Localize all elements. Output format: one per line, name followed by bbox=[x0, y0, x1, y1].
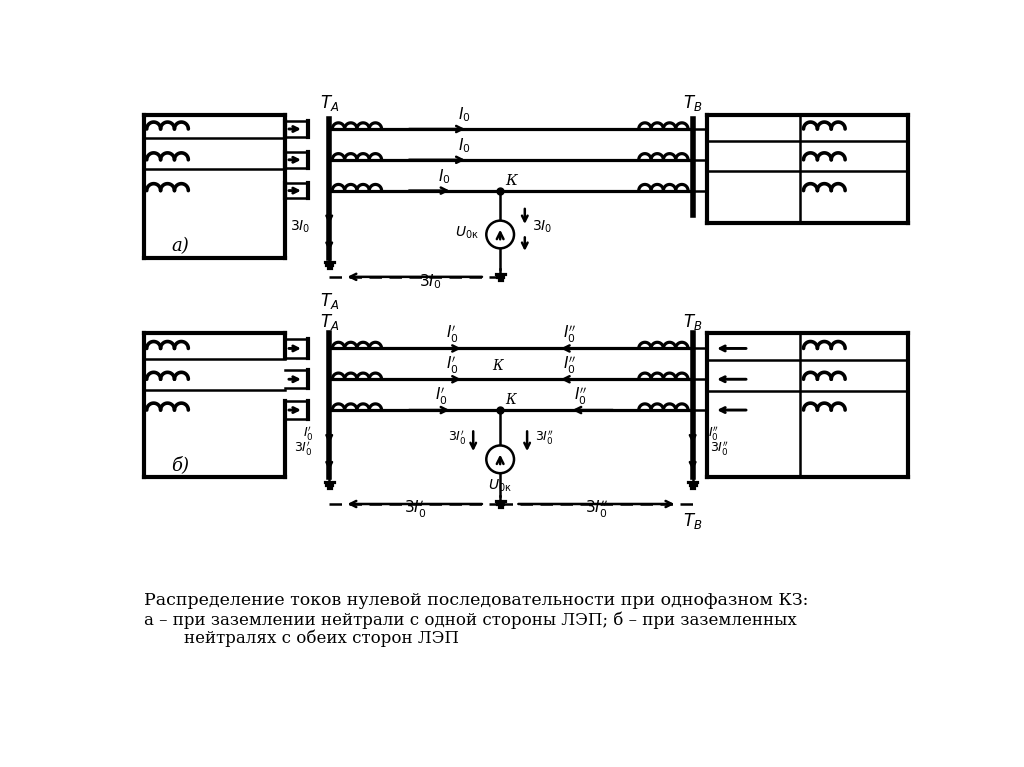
Text: $T_A$: $T_A$ bbox=[319, 312, 339, 332]
Text: $3I_0''$: $3I_0''$ bbox=[536, 428, 554, 446]
Text: $I_0'$: $I_0'$ bbox=[446, 354, 459, 376]
Text: $I_0$: $I_0$ bbox=[458, 137, 470, 155]
Text: $3I_0$: $3I_0$ bbox=[532, 219, 553, 235]
Text: $I_0''$: $I_0''$ bbox=[574, 386, 588, 407]
Text: $3I_0'$: $3I_0'$ bbox=[294, 439, 312, 457]
Text: а – при заземлении нейтрали с одной стороны ЛЭП; б – при заземленных: а – при заземлении нейтрали с одной стор… bbox=[144, 611, 797, 629]
Text: $U_{0\text{к}}$: $U_{0\text{к}}$ bbox=[455, 225, 478, 241]
Text: Распределение токов нулевой последовательности при однофазном КЗ:: Распределение токов нулевой последовател… bbox=[144, 591, 809, 609]
Text: $3I_0'$: $3I_0'$ bbox=[449, 428, 467, 446]
Text: $3I_0''$: $3I_0''$ bbox=[710, 439, 729, 457]
Text: $I_0'$: $I_0'$ bbox=[303, 423, 313, 442]
Text: б): б) bbox=[172, 456, 189, 475]
Text: $I_0''$: $I_0''$ bbox=[708, 423, 719, 442]
Text: $I_0''$: $I_0''$ bbox=[563, 324, 577, 345]
Text: $3I_0''$: $3I_0''$ bbox=[585, 499, 608, 521]
Text: $U_{0\text{к}}$: $U_{0\text{к}}$ bbox=[488, 478, 512, 494]
Text: $T_B$: $T_B$ bbox=[683, 93, 702, 113]
Text: $T_B$: $T_B$ bbox=[683, 511, 702, 531]
Text: К: К bbox=[493, 359, 503, 373]
Text: нейтралях с обеих сторон ЛЭП: нейтралях с обеих сторон ЛЭП bbox=[184, 630, 460, 647]
Text: $3I_0$: $3I_0$ bbox=[419, 272, 441, 291]
Text: $I_0$: $I_0$ bbox=[458, 106, 470, 124]
Text: $I_0'$: $I_0'$ bbox=[446, 324, 459, 345]
Text: $3I_0'$: $3I_0'$ bbox=[403, 499, 426, 521]
Circle shape bbox=[486, 446, 514, 473]
Text: К: К bbox=[505, 393, 515, 407]
Text: $T_A$: $T_A$ bbox=[319, 93, 339, 113]
Circle shape bbox=[486, 221, 514, 249]
Text: $I_0'$: $I_0'$ bbox=[434, 386, 447, 407]
Text: К: К bbox=[505, 173, 516, 187]
Text: $I_0''$: $I_0''$ bbox=[563, 354, 577, 376]
Text: $T_B$: $T_B$ bbox=[683, 312, 702, 332]
Text: $T_A$: $T_A$ bbox=[319, 291, 339, 311]
Text: $3I_0$: $3I_0$ bbox=[290, 219, 310, 235]
Text: а): а) bbox=[172, 237, 189, 255]
Text: $I_0$: $I_0$ bbox=[438, 167, 451, 186]
